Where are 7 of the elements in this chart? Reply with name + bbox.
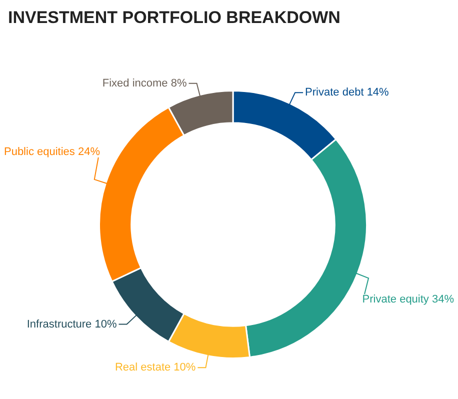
chart-title: INVESTMENT PORTFOLIO BREAKDOWN [8, 8, 340, 28]
slice-label: Private equity 34% [362, 294, 454, 306]
slice-label: Public equities 24% [4, 146, 100, 158]
slice-label: Fixed income 8% [102, 77, 187, 90]
slice-label: Real estate 10% [114, 362, 196, 374]
slice-label: Infrastructure 10% [26, 318, 117, 330]
slice-label: Private debt 14% [305, 86, 390, 99]
